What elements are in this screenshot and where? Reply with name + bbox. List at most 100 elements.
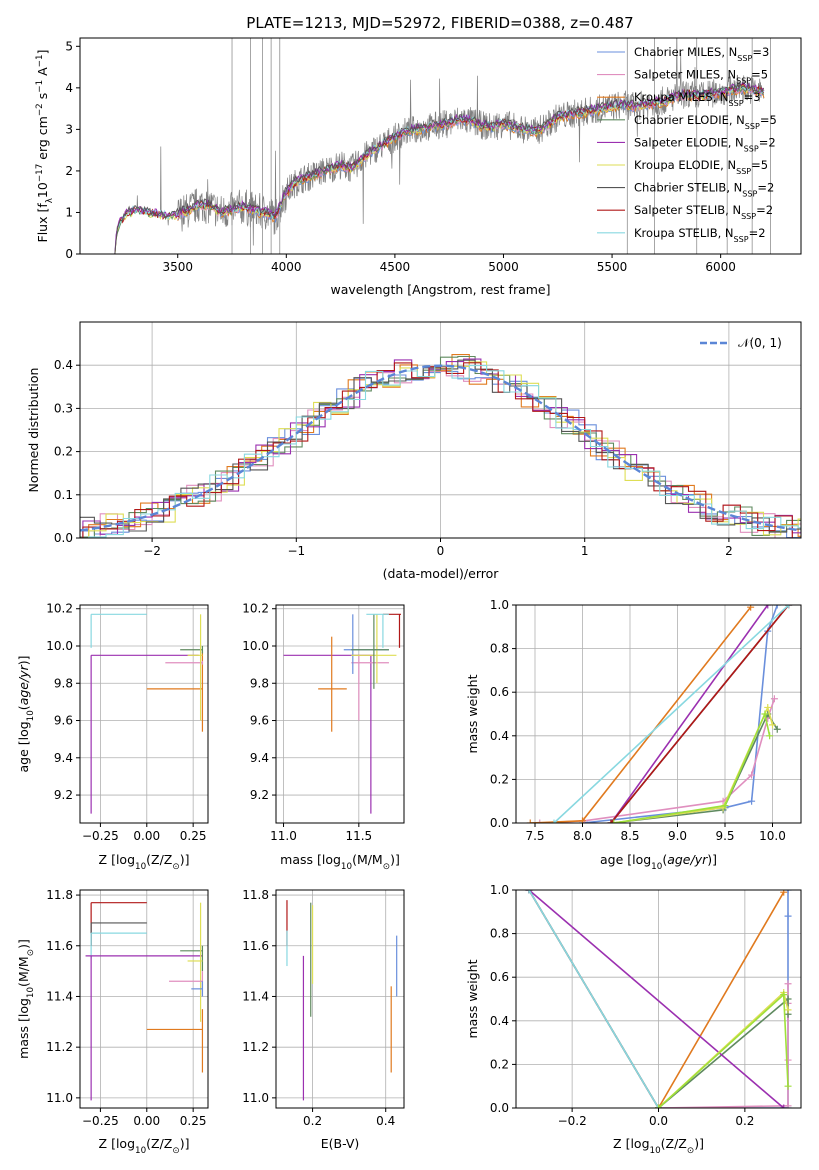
histogram-ytick-label: 0.0 <box>54 531 73 545</box>
massweight_vs_Z-marker <box>655 1104 662 1108</box>
massweight_vs_Z-ytick-label: 0.8 <box>490 927 509 941</box>
mass_vs_Z-frame <box>79 889 209 1109</box>
mass-Z-ylabel: mass [log10(M/M⊙)] <box>16 939 36 1059</box>
legend-entry: Chabrier STELIB, NSSP=2 <box>634 181 774 199</box>
histogram-xtick-label: 0 <box>437 544 445 558</box>
massweight_vs_age-ytick-label: 0.8 <box>490 642 509 656</box>
massweight_vs_age-marker <box>747 605 755 611</box>
legend-entry: Salpeter ELODIE, NSSP=2 <box>634 135 776 153</box>
massweight_vs_age-xtick-label: 9.0 <box>668 829 687 843</box>
legend-entry-part: SSP <box>736 167 751 176</box>
mass_vs_EBV-plot-area <box>286 900 398 1101</box>
mass-Z-ylabel-part: (M/M <box>16 956 31 987</box>
massweight_vs_age-series-line <box>582 605 779 823</box>
massweight_vs_Z-series-line <box>657 992 789 1108</box>
age_vs_Z-xlabel-part: 10 <box>135 862 146 872</box>
legend-entry-part: Kroupa STELIB, N <box>634 226 734 240</box>
mass-Z-ylabel-part: 10 <box>26 987 36 998</box>
age-Z-ylabel: age [log10(age/yr)] <box>16 655 36 772</box>
massweight_vs_age-marker <box>607 819 615 823</box>
age-Z-ylabel-part: 10 <box>26 710 36 721</box>
legend-entry-part: =2 <box>757 181 774 195</box>
legend-entry-part: =5 <box>751 68 768 82</box>
massweight_vs_Z-marker <box>784 980 792 988</box>
legend-entry-part: SSP <box>745 121 760 130</box>
age-Z-ylabel-part: ( <box>16 705 31 710</box>
massweight_vs_age-ylabel: mass weight <box>465 674 480 753</box>
massweight_vs_age-ytick-label: 0.0 <box>490 816 509 830</box>
legend-entry: Kroupa ELODIE, NSSP=5 <box>634 158 768 176</box>
spectrum-ylabel-part: 10 <box>35 182 50 198</box>
mass_vs_Z-ytick-label: 11.6 <box>46 939 73 953</box>
mass-Z-ylabel-part: )] <box>16 939 31 949</box>
massweight_vs_Z-ytick-label: 1.0 <box>490 883 509 897</box>
massweight_vs_age-marker <box>769 721 776 729</box>
massweight_vs_age-marker <box>764 605 772 609</box>
mass_vs_Z-xtick-label: −0.25 <box>82 1114 119 1128</box>
spectrum-ytick-label: 3 <box>65 122 73 136</box>
age_vs_mass-xlabel-part: )] <box>390 852 400 867</box>
mass_vs_EBV-xtick-label: 0.2 <box>303 1114 322 1128</box>
normal-curve <box>80 364 801 532</box>
massweight_vs_age-xtick-label: 8.0 <box>573 829 592 843</box>
massweight_vs_Z-marker <box>784 1006 792 1014</box>
mass-Z-ylabel-part: mass [log <box>16 998 31 1059</box>
spectrum-ylabel-part: ] <box>35 50 50 55</box>
spectrum-ylabel-part: s <box>35 93 50 104</box>
spectrum-xtick-label: 5500 <box>597 260 628 274</box>
massweight_vs_Z-marker <box>525 890 533 894</box>
age_vs_mass-ytick-label: 9.4 <box>250 751 269 765</box>
age_vs_mass-xlabel-part: (M/M <box>352 852 383 867</box>
mass_vs_Z-ytick-label: 11.4 <box>46 989 73 1003</box>
age_vs_mass-xtick-label: 11.0 <box>270 829 297 843</box>
legend-entry-part: SSP <box>744 144 759 153</box>
spectrum-ytick-label: 0 <box>65 247 73 261</box>
histogram-xlabel: (data-model)/error <box>383 566 500 581</box>
spectrum-frame <box>79 37 802 255</box>
massweight_vs_Z-marker <box>780 991 788 999</box>
legend-entry: Chabrier ELODIE, NSSP=5 <box>634 113 777 131</box>
legend-entry-part: SSP <box>734 234 749 243</box>
legend-entry: Salpeter MILES, NSSP=5 <box>634 68 768 86</box>
massweight_vs_Z-xlabel-part: 10 <box>650 1146 661 1156</box>
spectrum-ylabel-part: A <box>35 67 50 80</box>
legend-entry-part: =5 <box>751 158 768 172</box>
histogram-xtick-label: 1 <box>581 544 589 558</box>
age_vs_Z-ytick-label: 10.0 <box>46 639 73 653</box>
age_vs_Z-xlabel-part: (Z/Z <box>146 852 172 867</box>
age_vs_Z-ytick-label: 10.2 <box>46 602 73 616</box>
histogram-ylabel: Normed distribution <box>26 368 41 493</box>
histogram-step <box>80 370 801 538</box>
massweight_vs_age-marker <box>579 817 586 823</box>
mass_vs_Z-xlabel-part: (Z/Z <box>146 1136 172 1151</box>
massweight_vs_age-marker <box>610 819 618 823</box>
mass_vs_Z-xlabel-part: )] <box>180 1136 190 1151</box>
mass_vs_EBV-ytick-label: 11.6 <box>242 939 269 953</box>
massweight_vs_Z-series-line <box>528 890 660 1108</box>
spectrum-ytick-label: 1 <box>65 205 73 219</box>
massweight_vs_age-ytick-label: 0.6 <box>490 685 509 699</box>
age_vs_mass-plot-area <box>283 613 401 814</box>
mass_vs_EBV-ytick-label: 11.4 <box>242 989 269 1003</box>
legend-entry-part: Kroupa MILES, N <box>634 90 729 104</box>
massweight_vs_age-marker <box>764 703 772 711</box>
massweight_vs_age-marker <box>536 819 544 823</box>
legend-entry-part: =2 <box>756 203 773 217</box>
age_vs_mass-xtick-label: 11.5 <box>345 829 372 843</box>
massweight_vs_age-marker <box>785 605 793 609</box>
histogram-xtick-label: −1 <box>287 544 305 558</box>
age_vs_Z-xlabel-part: ⊙ <box>172 862 179 872</box>
age_vs_mass-ytick-label: 9.6 <box>250 714 269 728</box>
mass_vs_EBV-xtick-label: 0.4 <box>376 1114 395 1128</box>
mass_vs_EBV-frame <box>275 889 405 1109</box>
age_vs_mass-xlabel: mass [log10(M/M⊙)] <box>280 852 400 872</box>
mass_vs_Z-xtick-label: 0.25 <box>180 1114 207 1128</box>
spectrum-ylabel-part: −17 <box>35 164 45 182</box>
mass_vs_Z-xlabel: Z [log10(Z/Z⊙)] <box>99 1136 190 1156</box>
legend-entry: Kroupa MILES, NSSP=3 <box>634 90 761 108</box>
histogram-xtick-label: −2 <box>143 544 161 558</box>
age_vs_mass-xlabel-part: mass [log <box>280 852 341 867</box>
spectrum-xtick-label: 3500 <box>162 260 193 274</box>
histogram-axes: −2 −1 0 1 2 0.0 0.1 0.2 0.3 0.4 𝒩(0, 1) (data-model… <box>26 321 802 581</box>
